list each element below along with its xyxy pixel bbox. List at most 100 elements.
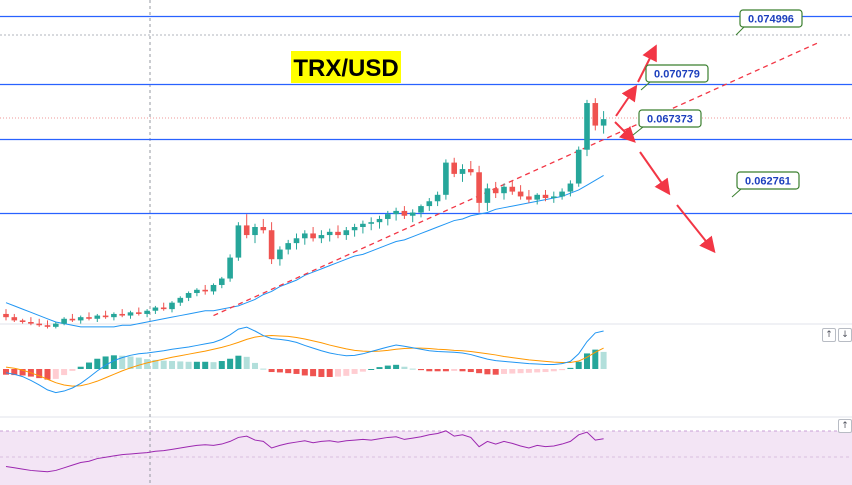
- macd-hist-bar-6: [52, 369, 59, 379]
- macd-hist-bar-46: [384, 365, 391, 369]
- candle-body-44: [368, 222, 374, 224]
- trendline-dashed: [213, 41, 821, 317]
- candle-body-57: [476, 172, 482, 203]
- candle-body-68: [567, 183, 574, 192]
- candle-body-37: [310, 233, 316, 239]
- macd-hist-bar-70: [584, 353, 590, 369]
- ma-line: [5, 175, 604, 328]
- macd-hist-bar-15: [127, 356, 134, 369]
- candle-body-47: [393, 210, 399, 215]
- rsi-scroll-up-icon[interactable]: ↑: [838, 419, 852, 433]
- macd-hist-bar-16: [135, 357, 142, 369]
- candle-body-36: [302, 233, 308, 239]
- macd-scroll-down-icon[interactable]: ↓: [838, 328, 852, 342]
- candle-body-11: [94, 315, 101, 319]
- candle-body-72: [600, 119, 607, 126]
- candle-body-42: [351, 227, 358, 231]
- candle-body-58: [484, 188, 491, 203]
- macd-hist-bar-48: [401, 366, 408, 369]
- candle-body-39: [326, 231, 333, 236]
- horizontal-levels: [0, 15, 852, 215]
- candle-body-13: [111, 313, 117, 318]
- macd-hist-bar-37: [310, 369, 317, 377]
- candle-body-46: [385, 214, 391, 219]
- macd-hist-bar-56: [467, 369, 474, 373]
- macd-hist-bar-55: [459, 369, 466, 372]
- macd-hist-bar-2: [19, 369, 26, 376]
- macd-hist-bar-59: [492, 369, 499, 375]
- candle-body-24: [202, 289, 208, 292]
- rsi-pane: [5, 430, 604, 473]
- macd-hist-bar-58: [484, 369, 491, 375]
- macd-hist-bar-66: [550, 369, 557, 372]
- candle-body-63: [526, 196, 532, 200]
- candle-body-22: [185, 293, 192, 298]
- candle-body-27: [227, 257, 233, 279]
- arrow-up-long: [637, 44, 657, 83]
- macd-hist-bar-10: [86, 362, 92, 369]
- macd-hist-bar-22: [185, 361, 192, 369]
- candle-body-51: [426, 201, 433, 207]
- candle-body-49: [409, 212, 416, 216]
- macd-hist-bar-9: [77, 366, 84, 369]
- candle-body-35: [293, 238, 300, 244]
- macd-hist-bar-30: [252, 362, 258, 369]
- trendline: [213, 41, 821, 317]
- candle-body-40: [335, 231, 341, 236]
- candle-body-9: [77, 317, 84, 321]
- macd-hist-bar-64: [534, 369, 541, 373]
- macd-line: [5, 326, 604, 394]
- candle-body-26: [219, 278, 225, 285]
- level-label-text-1: 0.070779: [654, 69, 700, 81]
- macd-hist-bar-25: [210, 362, 217, 369]
- macd-hist-bar-7: [61, 369, 68, 376]
- candle-body-25: [210, 284, 217, 292]
- level-label-text-3: 0.062761: [745, 176, 791, 188]
- macd-hist-bar-51: [426, 369, 433, 372]
- macd-hist-bar-18: [152, 359, 159, 369]
- arrow-down-2: [639, 151, 671, 196]
- macd-hist-bar-72: [600, 351, 607, 369]
- macd-hist-bar-27: [227, 358, 234, 369]
- candle-body-20: [169, 302, 175, 310]
- candle-body-66: [551, 196, 557, 199]
- macd-hist-bar-41: [343, 369, 350, 376]
- candle-body-55: [459, 169, 466, 174]
- candle-body-60: [501, 186, 507, 194]
- candle-body-69: [575, 149, 582, 184]
- candle-body-4: [36, 323, 42, 326]
- level-label-pointer-1: [640, 81, 651, 91]
- rsi-line: [5, 430, 604, 473]
- candle-body-3: [28, 322, 34, 324]
- candle-body-14: [119, 313, 125, 316]
- macd-scroll-up-icon[interactable]: ↑: [822, 328, 836, 342]
- projection-arrows: [614, 44, 716, 254]
- macd-hist-bar-40: [335, 369, 341, 377]
- candle-body-1: [11, 317, 18, 321]
- macd-hist-bar-19: [160, 360, 167, 369]
- candle-body-61: [509, 186, 516, 192]
- macd-hist-bar-17: [144, 359, 151, 369]
- level-label-pointer-0: [735, 26, 745, 36]
- macd-hist-bar-13: [110, 355, 117, 369]
- macd-hist-bar-5: [44, 369, 51, 380]
- candle-body-18: [152, 307, 159, 311]
- arrow-up-short: [615, 84, 638, 117]
- macd-hist-bar-54: [451, 369, 458, 371]
- moving-average: [5, 175, 604, 328]
- level-label-pointer-3: [731, 188, 742, 198]
- macd-hist-bar-21: [177, 361, 184, 369]
- candle-body-6: [53, 323, 59, 327]
- candle-body-10: [86, 317, 92, 319]
- macd-hist-bar-11: [94, 358, 101, 369]
- macd-hist-bar-43: [359, 369, 366, 372]
- macd-hist-bar-1: [11, 369, 18, 376]
- macd-hist-bar-31: [260, 368, 267, 370]
- candle-body-2: [19, 320, 26, 322]
- candle-body-33: [277, 249, 283, 260]
- candle-body-16: [136, 312, 142, 314]
- candle-body-53: [443, 162, 449, 195]
- candle-body-0: [3, 313, 9, 318]
- macd-hist-bar-68: [567, 367, 574, 369]
